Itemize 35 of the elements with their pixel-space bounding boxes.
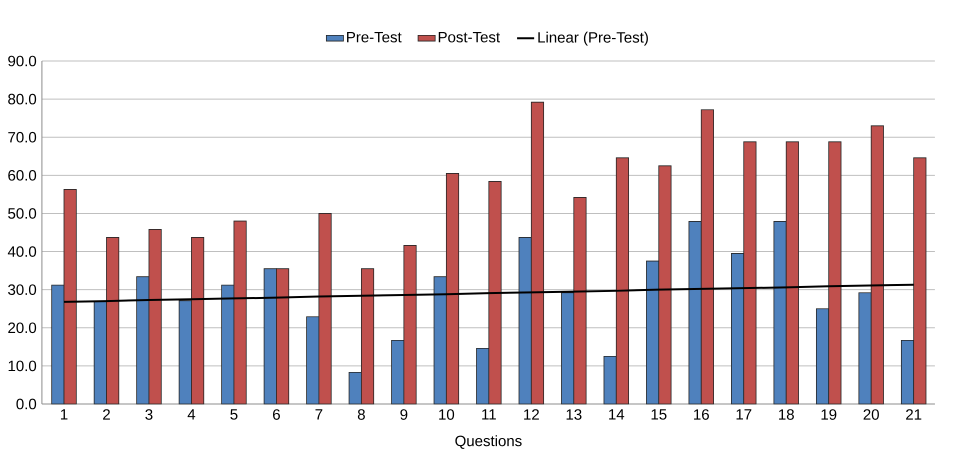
- x-tick-label: 6: [273, 409, 280, 420]
- x-tick-label: 11: [482, 409, 496, 420]
- x-tick-label: 15: [652, 409, 666, 420]
- x-tick-label: 3: [145, 409, 152, 420]
- x-axis-title: Questions: [455, 435, 522, 449]
- y-tick-label: 80.0: [8, 94, 36, 104]
- x-tick-label: 19: [822, 409, 836, 420]
- legend-label: Pre-Test: [347, 32, 402, 42]
- x-tick-label: 21: [906, 409, 922, 420]
- y-tick-label: 50.0: [8, 208, 36, 219]
- x-tick-label: 18: [779, 409, 794, 420]
- x-tick-label: 14: [609, 409, 624, 420]
- x-tick-label: 8: [358, 409, 365, 420]
- x-tick-label: 4: [188, 409, 196, 420]
- x-tick-label: 10: [439, 409, 454, 420]
- x-tick-label: 7: [316, 409, 322, 420]
- x-tick-label: 13: [566, 409, 582, 420]
- y-tick-label: 0.0: [16, 398, 36, 410]
- y-tick-label: 90.0: [8, 56, 36, 66]
- x-tick-label: 12: [524, 409, 539, 420]
- x-tick-label: 1: [60, 409, 68, 420]
- x-tick-label: 5: [230, 409, 238, 420]
- x-tick-label: 2: [103, 409, 110, 420]
- x-tick-label: 20: [864, 409, 879, 420]
- y-tick-label: 60.0: [8, 170, 36, 181]
- x-tick-label: 17: [736, 409, 752, 420]
- y-tick-label: 20.0: [8, 322, 36, 334]
- legend-label: Linear (Pre-Test): [538, 32, 648, 46]
- x-tick-label: 16: [694, 409, 709, 420]
- y-tick-label: 70.0: [8, 132, 36, 143]
- y-tick-label: 40.0: [8, 246, 36, 257]
- x-tick-label: 9: [400, 409, 408, 420]
- y-tick-label: 10.0: [8, 360, 36, 372]
- y-tick-label: 30.0: [8, 284, 36, 295]
- legend-label: Post-Test: [438, 32, 500, 42]
